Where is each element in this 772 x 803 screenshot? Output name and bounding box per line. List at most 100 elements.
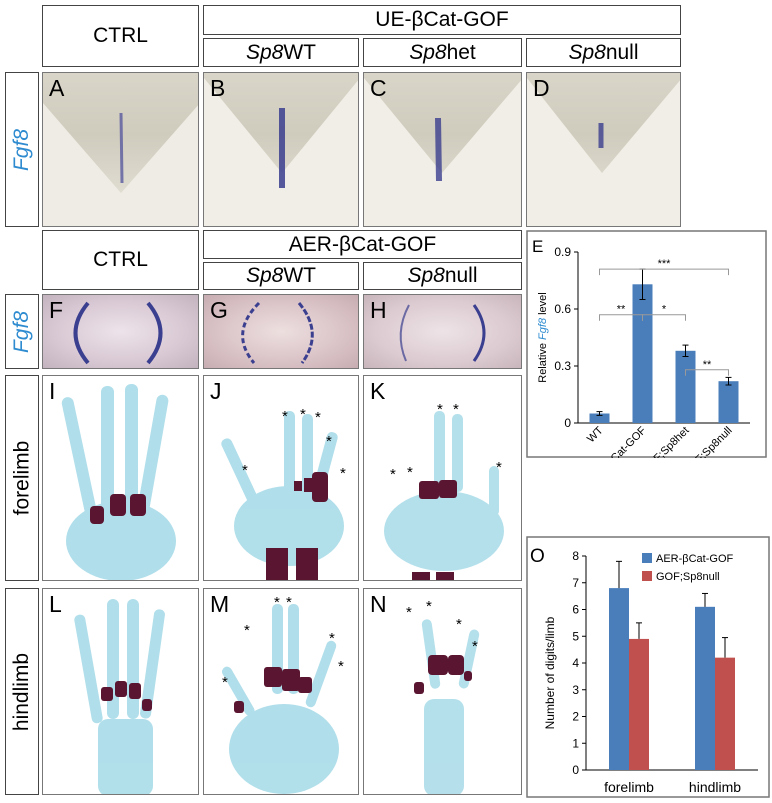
x-tick-label: GOF;Sp8null — [681, 425, 734, 458]
panel-j: * * * * * * J — [203, 375, 359, 581]
gene-sp8: Sp8 — [407, 264, 445, 287]
header-sp8-het: Sp8 het — [363, 38, 522, 67]
legend-swatch — [642, 553, 652, 563]
header-aer-group: AER-βCat-GOF — [203, 230, 522, 259]
bar — [695, 606, 715, 770]
row-label-text: Fgf8 — [10, 310, 33, 353]
y-tick-label: 0.3 — [554, 359, 571, 373]
legend-swatch — [642, 571, 652, 581]
x-tick-label: hindlimb — [689, 779, 741, 795]
panel-letter-c: C — [370, 75, 387, 101]
y-tick-label: 5 — [572, 629, 579, 643]
svg-text:*: * — [472, 638, 478, 655]
y-tick-label: 7 — [572, 576, 579, 590]
header-ue-group: UE-βCat-GOF — [203, 5, 681, 35]
gene-sp8: Sp8 — [568, 40, 606, 64]
svg-text:*: * — [406, 604, 412, 621]
row-label-fgf8-mid: Fgf8 — [5, 294, 39, 369]
chart-e-frame — [526, 230, 767, 458]
x-tick-label: forelimb — [604, 779, 654, 795]
svg-text:*: * — [340, 465, 346, 482]
gene-sp8: Sp8 — [245, 40, 284, 64]
y-tick-label: 3 — [572, 683, 579, 697]
panel-i-image — [61, 384, 176, 580]
genotype-text: WT — [283, 40, 317, 64]
significance-bracket — [685, 369, 729, 376]
panel-n: * * * * N — [363, 588, 522, 795]
bar — [632, 284, 653, 423]
panel-d-image — [527, 78, 680, 226]
panel-h: H — [363, 294, 522, 369]
panel-letter-f: F — [49, 297, 64, 323]
panel-m: * * * * * * M — [203, 588, 359, 795]
chart-o: O 0 1 2 3 4 5 6 7 8 Number of digits/limb forelimb h… — [526, 536, 770, 798]
panel-letter-i: I — [49, 378, 56, 404]
svg-text:*: * — [338, 658, 344, 675]
y-tick-label: 6 — [572, 603, 579, 617]
genotype-text: null — [444, 264, 478, 287]
chart-o-svg: O 0 1 2 3 4 5 6 7 8 Number of digits/limb forelimb h… — [526, 536, 770, 798]
genotype-text: het — [446, 40, 476, 64]
significance-label: *** — [658, 258, 672, 270]
y-tick-label: 8 — [572, 549, 579, 563]
svg-text:*: * — [437, 401, 443, 418]
bar — [589, 413, 610, 423]
panel-l-image — [74, 599, 165, 794]
panel-letter-h: H — [370, 297, 387, 323]
gene-sp8: Sp8 — [245, 264, 284, 287]
y-tick-label: 0 — [572, 763, 579, 777]
row-label-hindlimb: hindlimb — [5, 588, 39, 795]
gene-sp8: Sp8 — [409, 40, 447, 64]
panel-j-image: * * * * * * — [221, 406, 346, 580]
bar — [715, 657, 735, 770]
svg-text:*: * — [274, 594, 280, 611]
header-aer-sp8-null: Sp8 null — [363, 262, 522, 290]
panel-k: * * * * * K — [363, 375, 522, 581]
svg-text:*: * — [326, 433, 332, 450]
panel-letter-k: K — [370, 378, 386, 404]
genotype-text: null — [605, 40, 639, 64]
panel-d: D — [526, 72, 681, 227]
panel-f-image — [73, 301, 163, 365]
chart-e: E 0 0.3 0.6 0.9 Relative Fgf8 level WT UE-βCat-… — [526, 230, 767, 483]
y-tick-label: 2 — [572, 710, 579, 724]
significance-bracket — [642, 314, 686, 321]
row-label-text: forelimb — [10, 440, 34, 516]
panel-b-image — [204, 78, 358, 226]
y-tick-label: 0 — [564, 416, 571, 430]
significance-label: * — [662, 304, 667, 316]
panel-b: B — [203, 72, 359, 227]
svg-text:*: * — [453, 401, 459, 418]
y-axis-label: Relative Fgf8 level — [537, 292, 549, 383]
panel-g: G — [203, 294, 359, 369]
row-label-text: hindlimb — [10, 652, 33, 731]
header-ctrl-top: CTRL — [42, 5, 199, 67]
x-tick-label: GOF;Sp8het — [639, 425, 691, 458]
svg-text:*: * — [282, 408, 288, 425]
y-tick-label: 4 — [572, 656, 579, 670]
x-tick-label: WT — [585, 424, 606, 445]
y-axis-label: Number of digits/limb — [543, 616, 557, 729]
panel-letter-e: E — [532, 237, 543, 256]
panel-letter-j: J — [210, 378, 222, 404]
header-ctrl-top-text: CTRL — [93, 24, 148, 47]
header-aer-group-text: AER-βCat-GOF — [288, 232, 437, 256]
header-sp8-null: Sp8 null — [526, 38, 681, 67]
panel-f: F — [42, 294, 199, 369]
svg-text:*: * — [329, 630, 335, 647]
header-sp8-wt: Sp8 WT — [203, 38, 359, 67]
panel-letter-g: G — [210, 297, 228, 323]
significance-bracket — [599, 268, 729, 276]
header-ctrl-mid: CTRL — [42, 230, 199, 290]
y-tick-label: 0.9 — [554, 245, 571, 259]
panel-letter-d: D — [533, 75, 550, 101]
panel-c-image — [364, 78, 521, 226]
svg-text:*: * — [426, 598, 432, 615]
panel-letter-m: M — [210, 591, 230, 617]
header-ctrl-mid-text: CTRL — [93, 248, 148, 271]
bar — [675, 350, 696, 423]
svg-text:*: * — [242, 462, 248, 479]
svg-text:*: * — [244, 622, 250, 639]
svg-text:*: * — [300, 406, 306, 423]
